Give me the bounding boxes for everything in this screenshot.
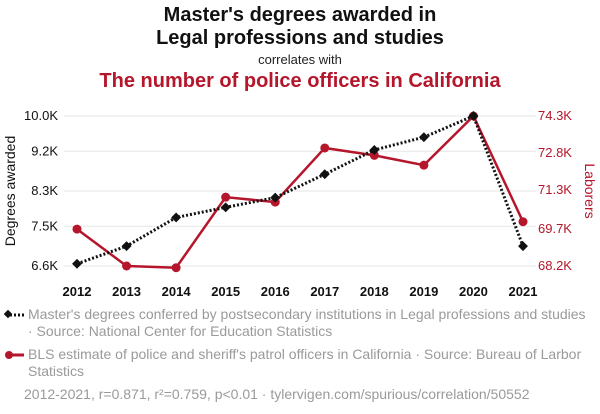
data-point-police [171,263,181,273]
data-point-police [518,217,528,227]
data-point-degrees [72,258,82,269]
data-point-police [320,143,330,153]
series-line-degrees [76,114,525,266]
x-tick-label: 2020 [459,284,488,299]
left-axis-label: Degrees awarded [2,136,18,247]
left-tick-label: 6.6K [31,258,58,273]
x-tick-label: 2021 [509,284,538,299]
legend-label-police: BLS estimate of police and sheriff's pat… [28,346,582,379]
data-point-degrees [319,169,330,180]
series-police-officers [72,111,528,273]
data-point-police [122,261,132,271]
right-tick-label: 72.8K [538,145,572,160]
x-tick-label: 2017 [310,284,339,299]
chart-area: 6.6K 7.5K 8.3K 9.2K 10.0K 68.2K 69.7K 71.3K 72.… [2,108,598,299]
left-tick-label: 8.3K [31,183,58,198]
footer-stats: 2012-2021, r=0.871, r²=0.759, p<0.01 · t… [24,386,530,402]
chart-title-line-1: Master's degrees awarded in [163,4,437,26]
left-axis-ticks: 6.6K 7.5K 8.3K 9.2K 10.0K [24,108,58,273]
data-point-degrees [270,192,281,203]
x-tick-label: 2012 [63,284,92,299]
legend-swatch-degrees [4,309,24,319]
data-point-degrees [220,202,231,213]
x-tick-label: 2019 [409,284,438,299]
grid-lines [64,115,536,267]
x-tick-label: 2015 [211,284,240,299]
chart-title-line-2: Legal professions and studies [156,27,444,49]
data-point-police [369,150,379,160]
legend-label-degrees: Master's degrees conferred by postsecond… [28,306,586,339]
chart-title-secondary: The number of police officers in Califor… [99,70,501,92]
data-point-degrees [518,241,528,252]
right-tick-label: 68.2K [538,258,572,273]
series-degrees-awarded [72,111,528,269]
x-tick-label: 2014 [162,284,192,299]
data-point-degrees [121,241,132,252]
data-point-degrees [369,145,380,155]
x-tick-label: 2013 [112,284,141,299]
right-tick-label: 69.7K [538,221,572,236]
right-tick-label: 71.3K [538,182,572,197]
x-tick-label: 2016 [261,284,290,299]
data-point-degrees [418,132,429,143]
right-axis-label: Laborers [582,163,598,218]
left-tick-label: 7.5K [31,218,58,233]
correlates-with-label: correlates with [258,52,342,67]
x-tick-label: 2018 [360,284,389,299]
x-axis-ticks: 2012 2013 2014 2015 2016 2017 2018 2019 2020 2021 [63,284,538,299]
legend-swatch-police [5,351,24,359]
series-line-police [76,113,525,269]
right-axis-ticks: 68.2K 69.7K 71.3K 72.8K 74.3K [538,108,572,273]
data-point-police [72,224,82,234]
right-tick-label: 74.3K [538,108,572,123]
left-tick-label: 9.2K [31,143,58,158]
data-point-degrees [171,212,182,223]
left-tick-label: 10.0K [24,108,58,123]
data-point-police [221,192,231,202]
data-point-police [419,160,429,170]
